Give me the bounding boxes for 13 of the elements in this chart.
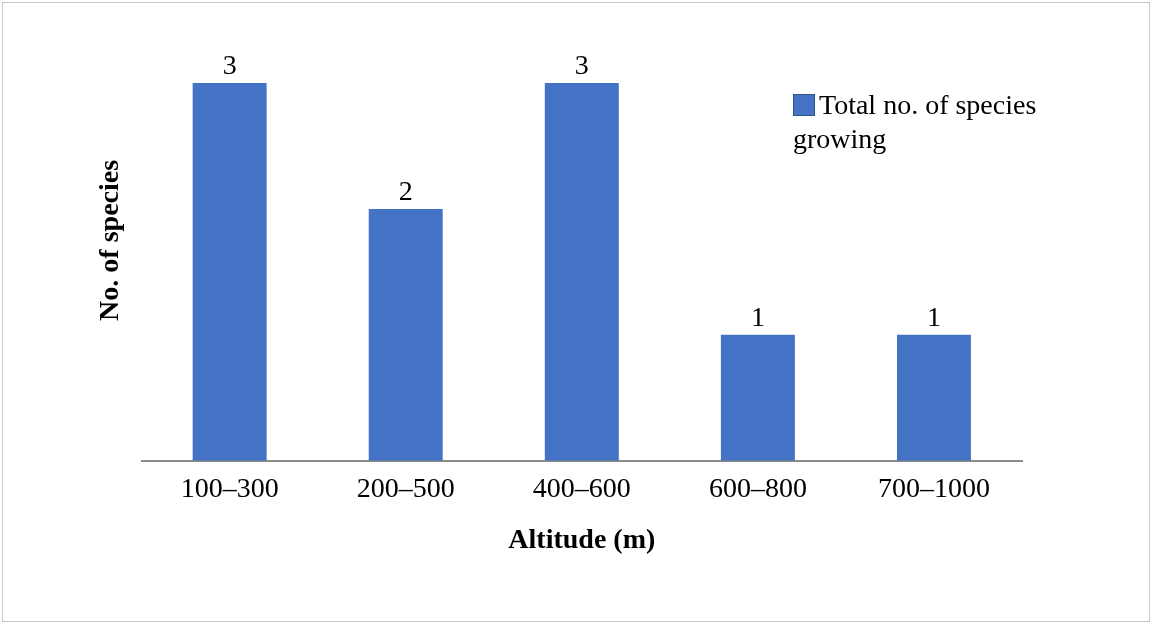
data-label: 1 (750, 301, 765, 333)
x-tick-label: 700–1000 (877, 471, 990, 503)
x-tick-label: 200–500 (356, 471, 455, 503)
data-label: 3 (574, 49, 589, 81)
x-tick-label: 100–300 (180, 471, 279, 503)
x-axis-title: Altitude (m) (508, 523, 656, 555)
x-tick-label: 600–800 (708, 471, 807, 503)
data-label: 2 (398, 175, 413, 207)
y-axis-title: No. of species (93, 159, 125, 321)
data-label: 1 (926, 301, 941, 333)
x-tick-label: 400–600 (532, 471, 631, 503)
data-label: 3 (222, 49, 237, 81)
legend-label: Total no. of species growing (793, 88, 1038, 156)
